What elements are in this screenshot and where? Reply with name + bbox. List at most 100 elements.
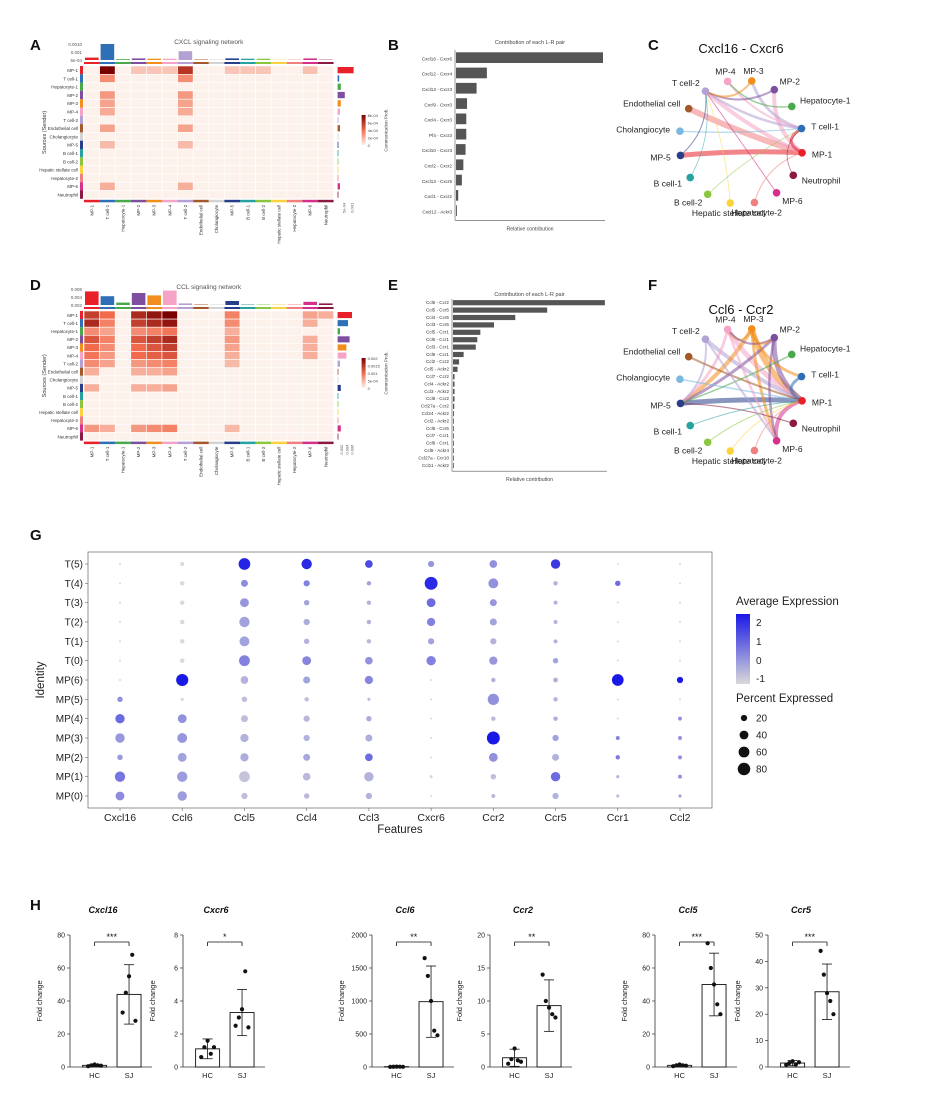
network-node (677, 152, 685, 160)
dotplot-dot (178, 714, 187, 723)
network-node (685, 105, 693, 113)
side-bar (338, 84, 341, 90)
hbar-category: Ccl7 - Ccr1 (426, 433, 449, 438)
top-bar (303, 58, 317, 60)
bottom-strip (318, 200, 334, 203)
side-bar-tick: 0.006 (350, 444, 355, 455)
dotplot-dot (553, 658, 558, 663)
heatmap-cell (84, 327, 100, 335)
heatmap-cell (162, 376, 178, 384)
heatmap-cell (224, 433, 240, 441)
heatmap-cell (287, 335, 303, 343)
heatmap-cell (84, 368, 100, 376)
foldchange-ytick-label: 30 (755, 985, 763, 992)
heatmap-cell (146, 157, 162, 165)
heatmap-cell (209, 99, 225, 107)
hbar-bar (453, 359, 459, 364)
heatmap-cell (318, 182, 334, 190)
network-node (724, 326, 732, 334)
network-node-label: T cell-2 (672, 78, 700, 88)
heatmap-cell (115, 149, 131, 157)
heatmap-cell (178, 376, 194, 384)
heatmap-cell (178, 74, 194, 82)
heatmap-cell (256, 343, 272, 351)
heatmap-cell (224, 352, 240, 360)
dotplot-dot (678, 794, 681, 797)
heatmap-cell (115, 343, 131, 351)
heatmap-cell (178, 91, 194, 99)
heatmap-cell (209, 157, 225, 165)
heatmap-cell (84, 166, 100, 174)
heatmap-cell (302, 416, 318, 424)
heatmap-cell (162, 149, 178, 157)
dotplot-dot (240, 598, 249, 607)
heatmap-cell (224, 174, 240, 182)
heatmap-cell (209, 83, 225, 91)
dotplot-dot (617, 602, 619, 604)
heatmap-cell (302, 335, 318, 343)
heatmap-D: CCL signaling network0.0060.0040.002MP-1… (39, 284, 388, 485)
legend-pct-title: Percent Expressed (736, 693, 833, 705)
col-strip (193, 307, 209, 309)
heatmap-cell (162, 91, 178, 99)
foldchange-category: SJ (125, 1071, 134, 1080)
heatmap-cell (146, 433, 162, 441)
hbar-bar (453, 463, 454, 468)
side-bar (338, 344, 347, 350)
col-label: MP-6 (308, 446, 313, 457)
heatmap-cell (162, 74, 178, 82)
hbar-bar (453, 389, 455, 394)
col-label: MP-1 (89, 204, 94, 215)
side-bar (338, 133, 339, 139)
dotplot-dot (304, 793, 309, 798)
hbar-bar (453, 367, 458, 372)
network-node-label: Neutrophil (802, 424, 841, 434)
hbar-category: Cxcl4 - Cxcr3 (424, 118, 452, 123)
heatmap-cell (162, 352, 178, 360)
heatmap-cell (256, 352, 272, 360)
network-node (724, 78, 732, 86)
hbar-category: Ccl2 - Ccr2 (426, 359, 449, 364)
foldchange-point (718, 1012, 722, 1016)
heatmap-cell (84, 74, 100, 82)
hbar-category: Pf4 - Cxcr3 (429, 133, 452, 138)
col-label: Endothelial cell (199, 447, 204, 477)
foldchange-ylabel: Fold change (733, 980, 742, 1021)
dotplot-dot (304, 600, 309, 605)
top-bar (85, 291, 99, 305)
heatmap-cell (100, 149, 116, 157)
heatmap-cell (100, 384, 116, 392)
network-node-label: Neutrophil (802, 176, 841, 186)
heatmap-cell (302, 116, 318, 124)
col-label: MP-2 (136, 446, 141, 457)
bottom-strip (209, 200, 225, 203)
dotplot-dot (304, 735, 310, 741)
heatmap-cell (100, 416, 116, 424)
heatmap-cell (178, 352, 194, 360)
dotplot-dot (180, 639, 184, 643)
side-bar (338, 417, 339, 423)
heatmap-cell (209, 74, 225, 82)
hbar-category: Ccl8 - Ccr2 (426, 396, 449, 401)
row-label: T cell-2 (63, 361, 78, 366)
side-bar (338, 328, 340, 334)
bottom-strip (162, 442, 178, 445)
row-strip (80, 335, 83, 343)
col-label: B cell-2 (261, 446, 266, 462)
heatmap-cell (146, 116, 162, 124)
network-node (702, 335, 710, 343)
foldchange-ytick-label: 50 (755, 933, 763, 940)
row-strip (80, 433, 83, 441)
heatmap-cell (146, 191, 162, 199)
heatmap-cell (115, 191, 131, 199)
row-label: MP-1 (67, 68, 78, 73)
side-bar (338, 150, 339, 156)
heatmap-cell (146, 327, 162, 335)
side-bar (338, 183, 340, 189)
dotplot-dot (488, 578, 498, 588)
heatmap-cell (178, 311, 194, 319)
dotplot-dot (365, 676, 373, 684)
foldchange-category: HC (787, 1071, 798, 1080)
col-strip (146, 307, 162, 309)
network-node-label: MP-2 (780, 324, 801, 334)
